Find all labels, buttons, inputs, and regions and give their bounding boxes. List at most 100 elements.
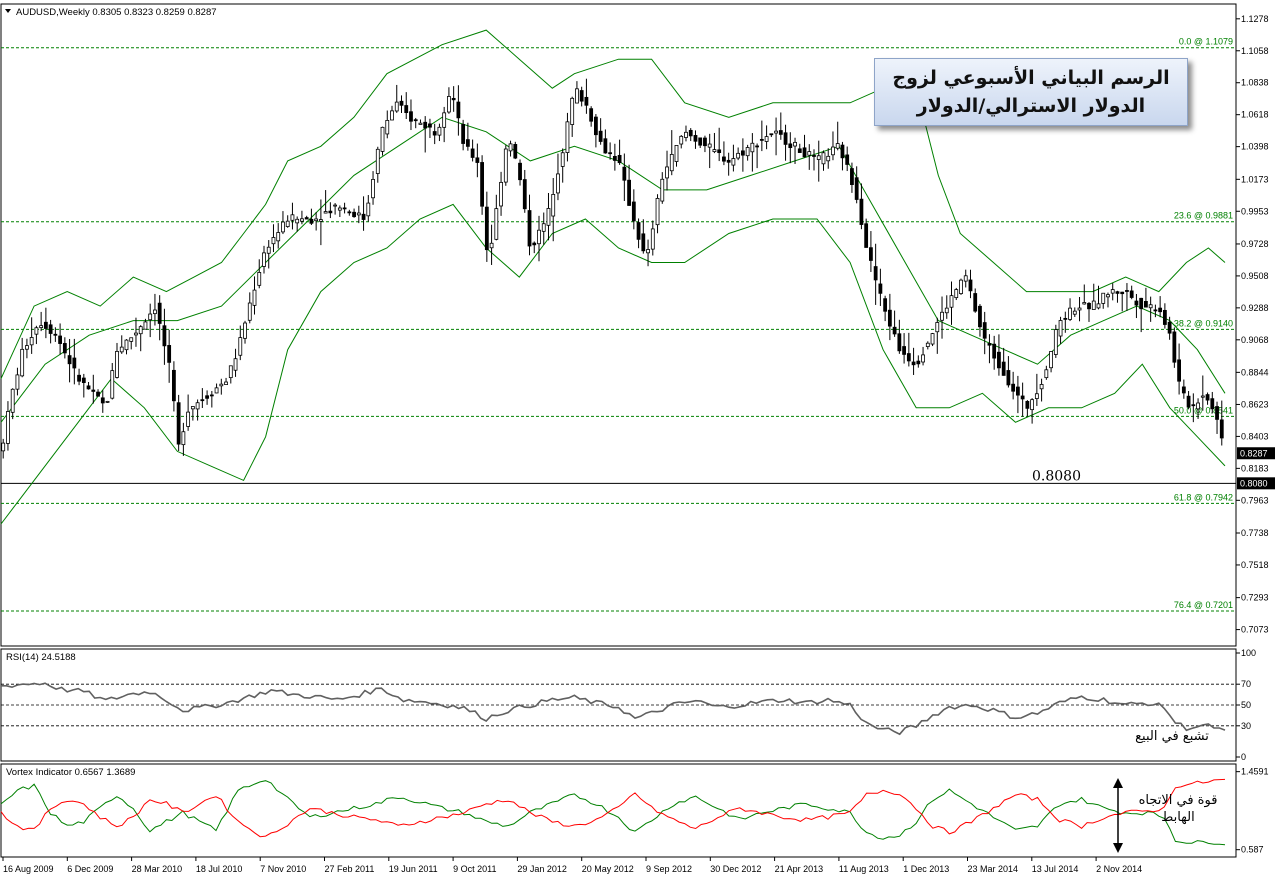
x-axis-label: 6 Dec 2009 bbox=[67, 864, 113, 874]
vortex-annotation-line2: الهابط bbox=[1161, 810, 1195, 825]
candle-body bbox=[968, 279, 973, 292]
candle-body bbox=[503, 148, 508, 183]
y-tick-label: 0.9953 bbox=[1241, 206, 1269, 216]
x-axis-label: 23 Mar 2014 bbox=[968, 864, 1019, 874]
candle-body bbox=[997, 351, 1001, 369]
candle-body bbox=[764, 136, 769, 142]
candle-body bbox=[532, 242, 537, 246]
candle-body bbox=[921, 354, 925, 363]
candle-body bbox=[1186, 395, 1191, 408]
candle-body bbox=[333, 204, 338, 207]
candle-body bbox=[982, 322, 987, 339]
candle-body bbox=[698, 137, 703, 146]
support-label: 0.8080 bbox=[1032, 468, 1081, 484]
last-price-tag: 0.8287 bbox=[1240, 448, 1268, 458]
candle-body bbox=[29, 337, 34, 346]
candle-body bbox=[171, 369, 176, 402]
candle-body bbox=[1082, 302, 1087, 305]
candle-body bbox=[816, 155, 821, 160]
candle-body bbox=[480, 162, 484, 207]
candle-body bbox=[1134, 300, 1139, 306]
candle-body bbox=[418, 122, 423, 125]
candle-body bbox=[110, 370, 115, 399]
candle-body bbox=[390, 110, 394, 121]
candle-body bbox=[593, 116, 598, 136]
trend-arrow-up-head bbox=[1113, 778, 1123, 788]
candle-body bbox=[565, 121, 570, 153]
candle-body bbox=[86, 385, 91, 390]
candle-body bbox=[470, 148, 475, 158]
candle-body bbox=[1058, 320, 1063, 337]
candle-body bbox=[1030, 399, 1035, 411]
candle-body bbox=[835, 143, 840, 149]
candle-body bbox=[1063, 317, 1068, 320]
candle-body bbox=[243, 322, 247, 339]
candle-body bbox=[81, 377, 86, 384]
candle-body bbox=[342, 207, 347, 210]
candle-body bbox=[560, 152, 565, 167]
candle-body bbox=[850, 168, 854, 185]
candle-body bbox=[522, 179, 527, 210]
candle-body bbox=[195, 402, 200, 410]
candle-body bbox=[228, 365, 233, 379]
vortex-annotation: قوة في الاتجاه الهابط bbox=[1128, 792, 1228, 826]
candle-body bbox=[1106, 294, 1110, 298]
candle-body bbox=[214, 387, 219, 394]
candle-body bbox=[1091, 300, 1096, 310]
candle-body bbox=[1101, 292, 1106, 304]
candle-body bbox=[43, 321, 48, 329]
candle-body bbox=[153, 309, 157, 315]
candle-body bbox=[1162, 309, 1167, 325]
candle-body bbox=[484, 206, 489, 251]
candle-body bbox=[598, 130, 603, 142]
y-tick-label: 0.9728 bbox=[1241, 239, 1269, 249]
candle-body bbox=[233, 358, 238, 371]
vortex-y-tick-label: 0.587 bbox=[1241, 845, 1264, 855]
candle-body bbox=[873, 266, 878, 281]
candle-body bbox=[831, 146, 835, 156]
candle-body bbox=[1087, 302, 1091, 310]
candle-body bbox=[797, 148, 802, 153]
vortex-annotation-line1: قوة في الاتجاه bbox=[1138, 793, 1218, 808]
candle-body bbox=[262, 252, 266, 267]
candle-body bbox=[337, 207, 342, 211]
candle-body bbox=[276, 232, 281, 242]
fib-level-label: 23.6 @ 0.9881 bbox=[1174, 211, 1233, 221]
support-price-tag-bg bbox=[1237, 477, 1275, 490]
candle-body bbox=[959, 279, 963, 295]
rsi-y-tick-label: 100 bbox=[1241, 648, 1256, 658]
candle-body bbox=[1011, 383, 1016, 392]
candle-body bbox=[641, 233, 646, 252]
candle-body bbox=[660, 178, 665, 202]
bollinger-middle-band bbox=[0, 116, 1226, 423]
y-tick-label: 0.9068 bbox=[1241, 335, 1269, 345]
candle-body bbox=[409, 111, 413, 122]
candle-body bbox=[655, 198, 660, 226]
chart-header: AUDUSD,Weekly 0.8305 0.8323 0.8259 0.828… bbox=[16, 7, 217, 18]
candle-body bbox=[91, 389, 96, 392]
candle-body bbox=[62, 343, 67, 354]
candle-body bbox=[157, 302, 162, 324]
candle-body bbox=[1034, 393, 1039, 399]
candle-body bbox=[1181, 386, 1186, 394]
x-axis-label: 9 Oct 2011 bbox=[453, 864, 496, 874]
candle-body bbox=[413, 119, 418, 122]
candle-body bbox=[650, 228, 655, 250]
candle-body bbox=[916, 360, 921, 365]
candle-body bbox=[437, 126, 442, 136]
candle-body bbox=[1139, 297, 1144, 310]
candle-body bbox=[1049, 351, 1053, 369]
candle-body bbox=[1144, 301, 1148, 308]
candle-body bbox=[461, 123, 466, 144]
y-tick-label: 0.8623 bbox=[1241, 399, 1269, 409]
candle-body bbox=[129, 337, 134, 342]
candle-body bbox=[323, 211, 328, 214]
candle-body bbox=[812, 155, 816, 157]
candle-body bbox=[807, 151, 812, 156]
candle-body bbox=[1044, 369, 1049, 379]
candle-body bbox=[949, 295, 954, 308]
candle-body bbox=[906, 353, 911, 362]
candle-body bbox=[186, 411, 191, 427]
candle-body bbox=[788, 143, 793, 149]
